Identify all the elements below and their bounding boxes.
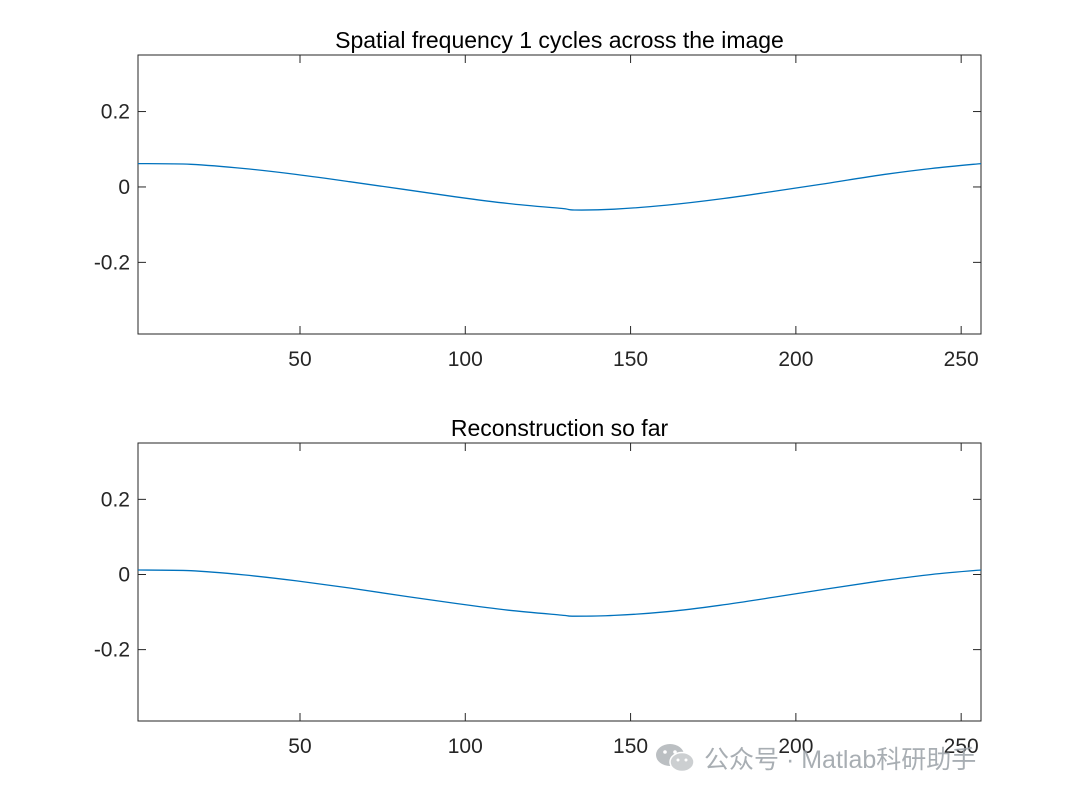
chart-bottom: Reconstruction so far 50 100 150 200 250 0.2 0 -… xyxy=(94,415,982,758)
x-tick-label: 50 xyxy=(288,735,311,758)
x-tick-label: 200 xyxy=(778,348,813,371)
y-tick-label: 0 xyxy=(118,563,130,586)
chart-top: Spatial frequency 1 cycles across the im… xyxy=(94,27,982,371)
x-tick-label: 250 xyxy=(944,735,979,758)
chart-title: Spatial frequency 1 cycles across the im… xyxy=(335,27,784,53)
x-tick-label: 200 xyxy=(778,735,813,758)
x-tick-label: 100 xyxy=(448,348,483,371)
watermark: 公众号 · Matlab科研助手 xyxy=(654,738,976,778)
y-tick-label: -0.2 xyxy=(94,639,130,662)
y-tick-label: 0.2 xyxy=(101,488,130,511)
x-tick-label: 100 xyxy=(448,735,483,758)
watermark-text: 公众号 · Matlab科研助手 xyxy=(704,746,977,774)
series-line xyxy=(137,162,982,211)
axes-box xyxy=(137,442,982,722)
y-tick-label: 0.2 xyxy=(101,101,130,124)
x-tick-label: 150 xyxy=(613,735,648,758)
x-tick-label: 50 xyxy=(288,348,311,371)
x-tick-label: 250 xyxy=(944,348,979,371)
wechat-icon xyxy=(656,744,695,773)
axes-box xyxy=(137,54,982,335)
y-tick-label: 0 xyxy=(118,176,130,199)
x-tick-label: 150 xyxy=(613,348,648,371)
y-tick-label: -0.2 xyxy=(94,251,130,274)
series-line xyxy=(137,569,982,617)
chart-title: Reconstruction so far xyxy=(451,415,669,441)
